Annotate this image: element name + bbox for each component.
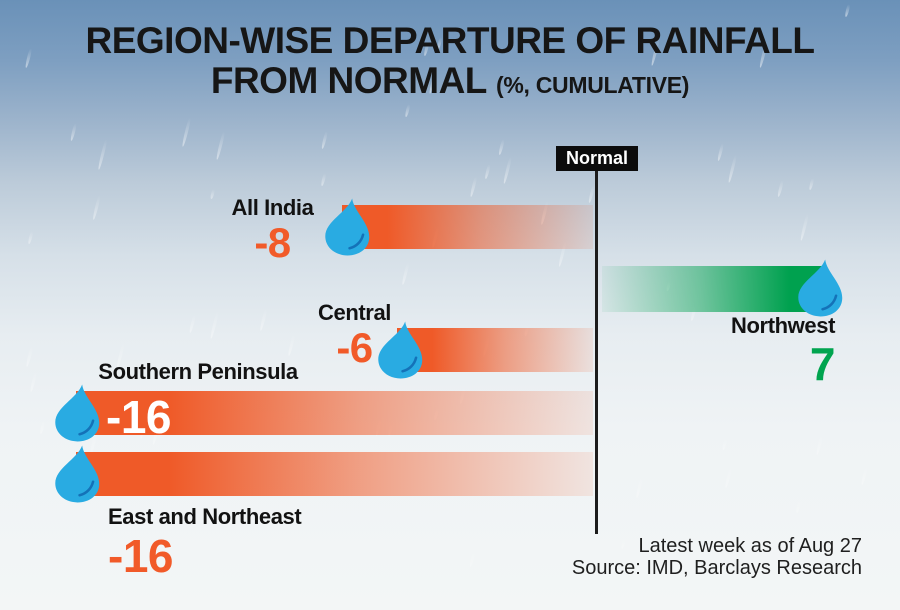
chart-title-line1: REGION-WISE DEPARTURE OF RAINFALL [85, 20, 815, 61]
label-group-all-india: All India -8 [200, 197, 345, 264]
bar-central [397, 328, 593, 372]
bar-east-and-northeast [76, 452, 593, 496]
region-value-east-and-northeast: -16 [108, 530, 173, 582]
water-droplet-icon [798, 259, 843, 317]
footer-note: Latest week as of Aug 27 [638, 535, 863, 557]
bar-southern-peninsula [76, 391, 593, 435]
normal-baseline-label: Normal [556, 146, 638, 171]
chart-title-unit: (%, CUMULATIVE) [496, 72, 690, 98]
chart-title-line2-main: FROM NORMAL [210, 60, 497, 101]
water-droplet-icon [378, 321, 423, 379]
bar-all-india [342, 205, 593, 249]
water-droplet-icon [325, 198, 370, 256]
region-label: All India [231, 195, 314, 220]
normal-baseline-line [595, 171, 598, 534]
region-label: Central [318, 300, 391, 325]
chart-title: REGION-WISE DEPARTURE OF RAINFALL FROM N… [0, 21, 900, 105]
footer-source: Source: IMD, Barclays Research [571, 557, 862, 579]
region-label-east-and-northeast: East and Northeast [108, 504, 302, 529]
region-value-southern-peninsula: -16 [106, 391, 171, 443]
region-value: -8 [254, 219, 291, 266]
chart-title-line2: FROM NORMAL (%, CUMULATIVE) [0, 61, 900, 105]
label-group-central: Central -6 [282, 302, 427, 369]
label-group-northwest: Northwest 7 [640, 313, 836, 390]
region-label: Northwest [731, 313, 835, 338]
water-droplet-icon [55, 384, 100, 442]
bar-northwest [602, 266, 822, 312]
footer-notes: Latest week as of Aug 27 Source: IMD, Ba… [572, 535, 862, 579]
region-value: -6 [336, 324, 373, 371]
water-droplet-icon [55, 445, 100, 503]
region-label-southern-peninsula: Southern Peninsula [98, 359, 298, 384]
region-value: 7 [809, 338, 836, 390]
